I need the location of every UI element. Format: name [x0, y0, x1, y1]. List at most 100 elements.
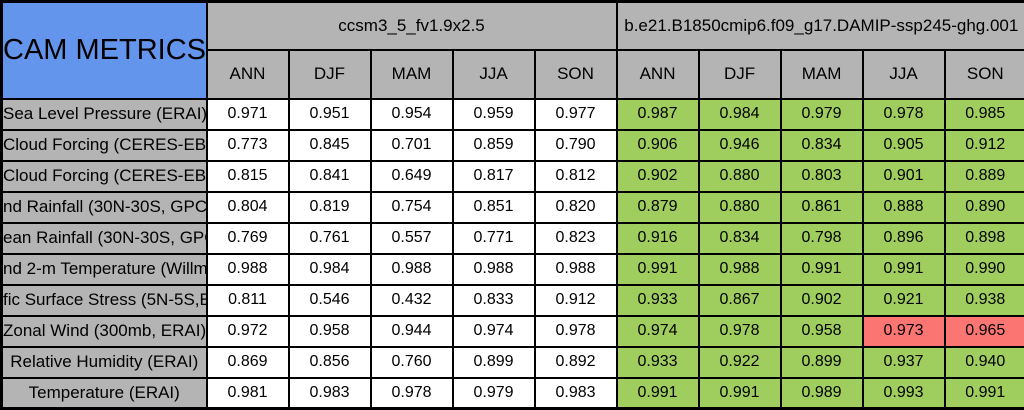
metric-value-cell: 0.933 — [615, 283, 700, 317]
metric-value-cell: 0.890 — [943, 190, 1024, 224]
metric-value-cell: 0.803 — [779, 159, 864, 193]
metric-row: nd 2-m Temperature (Willm 0.988 0.984 0.988… — [0, 252, 1024, 286]
metric-value-cell: 0.899 — [779, 345, 864, 379]
model-group-header-b-e21: b.e21.B1850cmip6.f09_g17.DAMIP-ssp245-gh… — [615, 0, 1024, 51]
metric-value-cell: 0.557 — [369, 221, 454, 255]
metric-value-cell: 0.899 — [451, 345, 536, 379]
metric-value-cell: 0.954 — [369, 97, 454, 131]
metric-row-label: nd 2-m Temperature (Willm — [0, 252, 208, 286]
metric-value-cell: 0.946 — [697, 128, 782, 162]
metric-value-cell: 0.981 — [205, 376, 290, 410]
metric-value-cell: 0.649 — [369, 159, 454, 193]
metric-value-cell: 0.916 — [615, 221, 700, 255]
metric-value-cell: 0.991 — [861, 252, 946, 286]
metric-row: nd Rainfall (30N-30S, GPC 0.804 0.819 0.754… — [0, 190, 1024, 224]
metric-row: Temperature (ERAI) 0.981 0.983 0.978 0.979 0.… — [0, 376, 1024, 410]
metric-value-cell: 0.902 — [779, 283, 864, 317]
metric-value-cell: 0.971 — [205, 97, 290, 131]
metric-value-cell: 0.988 — [451, 252, 536, 286]
metric-value-cell: 0.902 — [615, 159, 700, 193]
metric-value-cell: 0.869 — [205, 345, 290, 379]
season-header-g2-son: SON — [943, 48, 1024, 100]
metric-row-label: fic Surface Stress (5N-5S,E — [0, 283, 208, 317]
metric-row-label: Cloud Forcing (CERES-EB — [0, 128, 208, 162]
season-header-g2-djf: DJF — [697, 48, 782, 100]
metric-value-cell: 0.991 — [615, 252, 700, 286]
metric-value-cell: 0.905 — [861, 128, 946, 162]
metric-value-cell: 0.432 — [369, 283, 454, 317]
metric-value-cell: 0.701 — [369, 128, 454, 162]
metric-row-label: nd Rainfall (30N-30S, GPC — [0, 190, 208, 224]
metric-value-cell: 0.978 — [369, 376, 454, 410]
season-header-g1-djf: DJF — [287, 48, 372, 100]
metric-value-cell: 0.851 — [451, 190, 536, 224]
metric-value-cell: 0.798 — [779, 221, 864, 255]
metric-row: Relative Humidity (ERAI) 0.869 0.856 0.760 0… — [0, 345, 1024, 379]
metric-value-cell: 0.965 — [943, 314, 1024, 348]
metric-row-label: Cloud Forcing (CERES-EB — [0, 159, 208, 193]
metric-value-cell: 0.769 — [205, 221, 290, 255]
metric-value-cell: 0.892 — [533, 345, 618, 379]
metric-value-cell: 0.978 — [861, 97, 946, 131]
metric-row-label: Sea Level Pressure (ERAI) — [0, 97, 208, 131]
model-group-header-ccsm3: ccsm3_5_fv1.9x2.5 — [205, 0, 618, 51]
season-header-g2-mam: MAM — [779, 48, 864, 100]
metric-value-cell: 0.988 — [205, 252, 290, 286]
metric-value-cell: 0.901 — [861, 159, 946, 193]
metric-value-cell: 0.990 — [943, 252, 1024, 286]
metric-value-cell: 0.889 — [943, 159, 1024, 193]
metric-value-cell: 0.761 — [287, 221, 372, 255]
metric-value-cell: 0.978 — [533, 314, 618, 348]
metric-value-cell: 0.771 — [451, 221, 536, 255]
metric-value-cell: 0.888 — [861, 190, 946, 224]
metric-value-cell: 0.987 — [615, 97, 700, 131]
metric-value-cell: 0.906 — [615, 128, 700, 162]
season-header-row: ANN DJF MAM JJA SON ANN DJF MAM JJA SON — [2, 48, 1024, 100]
metric-value-cell: 0.898 — [943, 221, 1024, 255]
metric-value-cell: 0.973 — [861, 314, 946, 348]
metric-value-cell: 0.804 — [205, 190, 290, 224]
metric-value-cell: 0.845 — [287, 128, 372, 162]
metric-value-cell: 0.985 — [943, 97, 1024, 131]
metric-value-cell: 0.880 — [697, 159, 782, 193]
metric-row: Sea Level Pressure (ERAI) 0.971 0.951 0.954… — [0, 97, 1024, 131]
metric-value-cell: 0.834 — [697, 221, 782, 255]
metric-value-cell: 0.823 — [533, 221, 618, 255]
metric-value-cell: 0.937 — [861, 345, 946, 379]
metric-value-cell: 0.861 — [779, 190, 864, 224]
metric-value-cell: 0.921 — [861, 283, 946, 317]
metric-value-cell: 0.820 — [533, 190, 618, 224]
metric-value-cell: 0.991 — [615, 376, 700, 410]
metric-value-cell: 0.760 — [369, 345, 454, 379]
metric-value-cell: 0.912 — [533, 283, 618, 317]
metric-value-cell: 0.815 — [205, 159, 290, 193]
season-header-g1-son: SON — [533, 48, 618, 100]
metric-value-cell: 0.912 — [943, 128, 1024, 162]
metric-value-cell: 0.817 — [451, 159, 536, 193]
metric-value-cell: 0.974 — [451, 314, 536, 348]
metric-value-cell: 0.988 — [697, 252, 782, 286]
metric-value-cell: 0.988 — [369, 252, 454, 286]
metric-value-cell: 0.988 — [533, 252, 618, 286]
metric-row: ean Rainfall (30N-30S, GPC 0.769 0.761 0.55… — [0, 221, 1024, 255]
metric-row-label: Temperature (ERAI) — [0, 376, 208, 410]
metric-value-cell: 0.812 — [533, 159, 618, 193]
metric-value-cell: 0.933 — [615, 345, 700, 379]
metric-value-cell: 0.938 — [943, 283, 1024, 317]
metric-value-cell: 0.991 — [697, 376, 782, 410]
metric-value-cell: 0.811 — [205, 283, 290, 317]
metric-value-cell: 0.977 — [533, 97, 618, 131]
metric-value-cell: 0.979 — [451, 376, 536, 410]
metric-value-cell: 0.841 — [287, 159, 372, 193]
metric-value-cell: 0.944 — [369, 314, 454, 348]
metric-row: fic Surface Stress (5N-5S,E 0.811 0.546 0.4… — [0, 283, 1024, 317]
metric-value-cell: 0.972 — [205, 314, 290, 348]
metric-value-cell: 0.978 — [697, 314, 782, 348]
season-header-g2-ann: ANN — [615, 48, 700, 100]
season-header-g1-mam: MAM — [369, 48, 454, 100]
metric-value-cell: 0.958 — [287, 314, 372, 348]
metric-row: Cloud Forcing (CERES-EB 0.815 0.841 0.649 0.… — [0, 159, 1024, 193]
metric-value-cell: 0.984 — [287, 252, 372, 286]
